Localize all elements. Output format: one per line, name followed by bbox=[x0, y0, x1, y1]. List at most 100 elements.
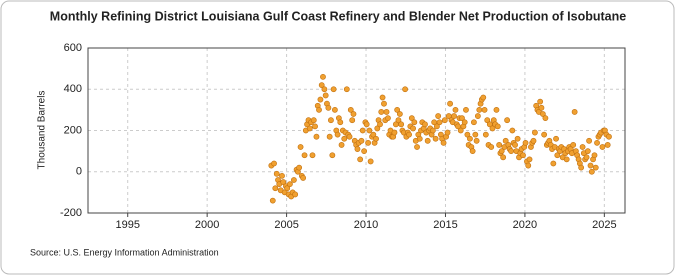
point bbox=[476, 106, 483, 113]
point bbox=[464, 131, 471, 138]
point bbox=[484, 117, 491, 124]
point bbox=[279, 172, 285, 179]
point bbox=[354, 146, 361, 152]
point bbox=[553, 135, 559, 142]
point bbox=[411, 119, 418, 126]
point bbox=[379, 94, 386, 101]
point bbox=[385, 115, 391, 122]
x-tick-label: 2025 bbox=[592, 219, 616, 231]
y-tick-label: -200 bbox=[60, 207, 82, 219]
chart-title: Monthly Refining District Louisiana Gulf… bbox=[50, 9, 626, 23]
x-tick-label: 2005 bbox=[274, 219, 298, 231]
point bbox=[424, 137, 431, 144]
point bbox=[441, 117, 448, 124]
point bbox=[463, 106, 469, 113]
point bbox=[504, 117, 511, 124]
point bbox=[273, 170, 280, 177]
point bbox=[330, 86, 337, 93]
point bbox=[587, 162, 594, 169]
point bbox=[338, 142, 345, 148]
point bbox=[378, 109, 385, 115]
point bbox=[467, 135, 473, 142]
point bbox=[410, 125, 416, 132]
point bbox=[520, 152, 526, 159]
point bbox=[341, 135, 348, 142]
y-tick-label: 0 bbox=[76, 166, 82, 178]
point bbox=[459, 115, 465, 122]
point bbox=[321, 86, 328, 93]
point bbox=[297, 144, 304, 150]
point bbox=[494, 123, 501, 130]
point bbox=[452, 106, 459, 113]
point bbox=[358, 137, 365, 144]
point bbox=[588, 168, 595, 175]
point bbox=[435, 113, 442, 119]
point bbox=[365, 139, 371, 146]
point bbox=[512, 142, 518, 148]
point bbox=[309, 152, 316, 159]
point bbox=[493, 106, 500, 113]
point bbox=[374, 125, 381, 132]
point bbox=[357, 156, 364, 163]
point bbox=[395, 117, 402, 124]
point bbox=[489, 125, 496, 132]
point bbox=[313, 133, 320, 140]
x-tick-label: 2020 bbox=[513, 219, 537, 231]
point bbox=[316, 106, 322, 113]
point bbox=[563, 156, 570, 163]
point bbox=[522, 139, 529, 146]
point bbox=[525, 162, 532, 169]
point bbox=[350, 111, 357, 117]
point bbox=[408, 115, 415, 122]
point bbox=[406, 131, 412, 138]
point bbox=[488, 144, 495, 150]
point bbox=[606, 133, 612, 140]
point bbox=[343, 86, 350, 93]
point bbox=[550, 160, 557, 167]
point bbox=[473, 137, 480, 144]
point bbox=[284, 185, 291, 192]
point bbox=[541, 131, 548, 138]
point bbox=[433, 123, 440, 130]
point bbox=[381, 100, 387, 107]
point bbox=[301, 152, 308, 159]
point bbox=[337, 119, 344, 126]
point bbox=[502, 137, 509, 144]
point bbox=[432, 135, 439, 142]
point bbox=[444, 129, 451, 136]
point bbox=[594, 139, 600, 146]
point bbox=[471, 119, 477, 126]
point bbox=[394, 106, 401, 113]
point bbox=[326, 133, 333, 140]
point bbox=[370, 131, 377, 138]
point bbox=[398, 121, 405, 128]
point bbox=[509, 127, 516, 134]
point bbox=[599, 144, 606, 150]
point bbox=[469, 148, 476, 155]
point bbox=[526, 156, 533, 163]
point bbox=[591, 152, 598, 159]
point bbox=[317, 96, 324, 103]
point bbox=[361, 148, 368, 155]
point bbox=[537, 98, 544, 105]
point bbox=[291, 177, 297, 183]
point bbox=[508, 148, 514, 155]
point bbox=[578, 164, 585, 171]
point bbox=[318, 82, 325, 89]
point bbox=[329, 152, 336, 159]
point bbox=[269, 197, 276, 204]
point bbox=[322, 92, 329, 99]
point bbox=[359, 127, 366, 134]
point bbox=[414, 144, 420, 150]
x-tick-label: 2000 bbox=[195, 219, 219, 231]
point bbox=[530, 137, 537, 144]
point bbox=[296, 164, 303, 171]
point bbox=[570, 142, 577, 148]
point bbox=[457, 127, 464, 134]
point bbox=[325, 104, 332, 111]
point bbox=[396, 111, 403, 117]
point bbox=[347, 106, 354, 113]
point bbox=[346, 133, 353, 140]
point bbox=[539, 111, 546, 117]
